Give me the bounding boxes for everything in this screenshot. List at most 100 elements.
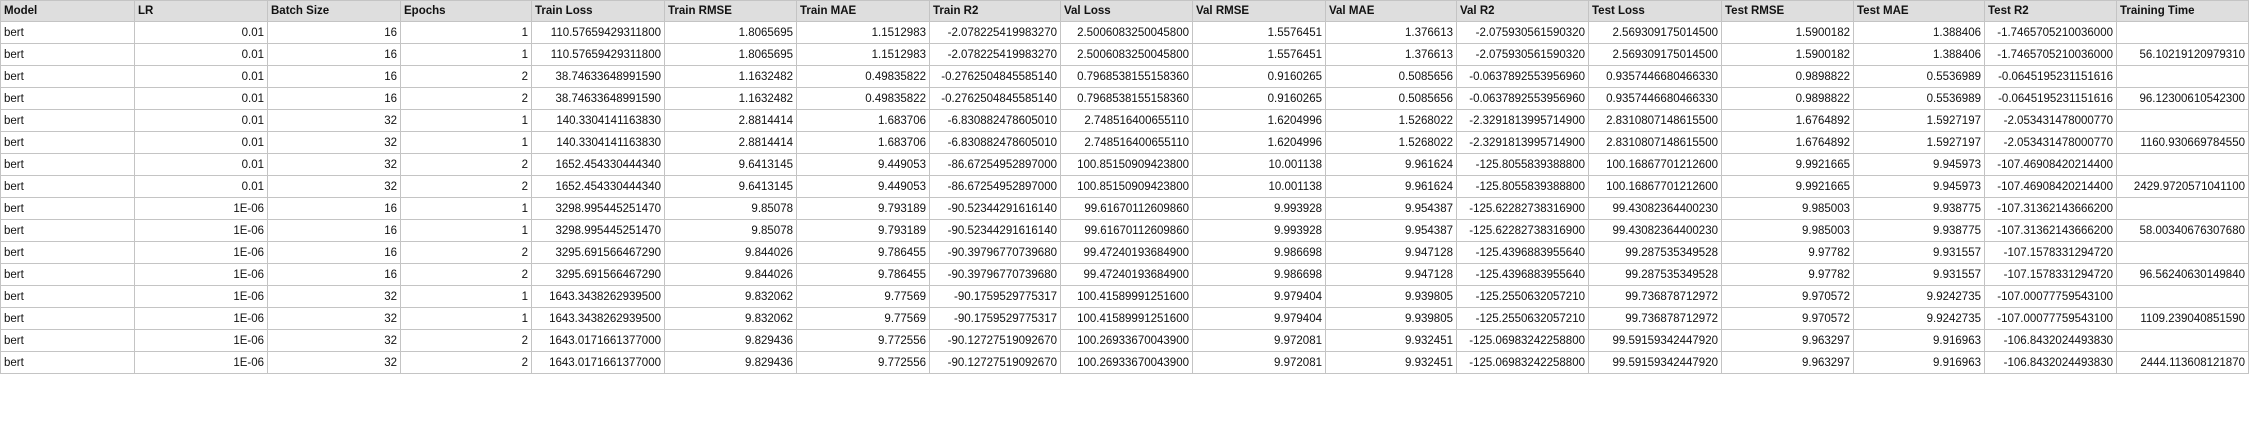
table-cell[interactable]: 1E-06 [134, 285, 268, 308]
table-cell[interactable]: 32 [267, 307, 401, 330]
table-cell[interactable]: 1 [400, 219, 532, 242]
table-cell[interactable]: 3298.995445251470 [531, 219, 665, 242]
table-cell[interactable]: bert [0, 87, 135, 110]
table-cell[interactable]: bert [0, 43, 135, 66]
table-cell[interactable] [2116, 65, 2249, 88]
table-cell[interactable]: -0.0637892553956960 [1456, 87, 1589, 110]
table-cell[interactable]: 2429.9720571041100 [2116, 175, 2249, 198]
table-cell[interactable]: 9.986698 [1192, 263, 1326, 286]
table-cell[interactable]: 2 [400, 87, 532, 110]
column-header[interactable]: Val Loss [1060, 0, 1193, 22]
table-cell[interactable]: 2 [400, 65, 532, 88]
table-cell[interactable]: 100.41589991251600 [1060, 285, 1193, 308]
table-cell[interactable]: 1E-06 [134, 197, 268, 220]
table-cell[interactable]: -86.67254952897000 [929, 175, 1061, 198]
table-cell[interactable]: 0.5536989 [1853, 65, 1985, 88]
table-cell[interactable]: 9.947128 [1325, 241, 1457, 264]
table-cell[interactable]: 1.683706 [796, 109, 930, 132]
table-cell[interactable]: 1109.239040851590 [2116, 307, 2249, 330]
table-cell[interactable]: 99.736878712972 [1588, 285, 1722, 308]
table-cell[interactable]: 100.85150909423800 [1060, 175, 1193, 198]
table-cell[interactable]: 140.3304141163830 [531, 131, 665, 154]
table-cell[interactable]: 9.77569 [796, 307, 930, 330]
table-cell[interactable] [2116, 21, 2249, 44]
table-cell[interactable]: bert [0, 329, 135, 352]
table-cell[interactable]: 9.938775 [1853, 219, 1985, 242]
table-cell[interactable]: 32 [267, 285, 401, 308]
table-cell[interactable]: 1.5576451 [1192, 43, 1326, 66]
table-cell[interactable]: -125.62282738316900 [1456, 219, 1589, 242]
table-cell[interactable]: 100.16867701212600 [1588, 153, 1722, 176]
table-cell[interactable]: 9.97782 [1721, 241, 1854, 264]
table-cell[interactable]: 9.954387 [1325, 219, 1457, 242]
table-cell[interactable]: 96.56240630149840 [2116, 263, 2249, 286]
table-cell[interactable]: 1643.0171661377000 [531, 351, 665, 374]
table-cell[interactable]: -90.1759529775317 [929, 307, 1061, 330]
table-cell[interactable]: 1 [400, 307, 532, 330]
table-cell[interactable]: 140.3304141163830 [531, 109, 665, 132]
table-cell[interactable]: -2.075930561590320 [1456, 21, 1589, 44]
table-cell[interactable]: -125.2550632057210 [1456, 307, 1589, 330]
table-cell[interactable]: 38.74633648991590 [531, 87, 665, 110]
table-cell[interactable]: 1.6204996 [1192, 109, 1326, 132]
table-cell[interactable]: 1.388406 [1853, 21, 1985, 44]
table-cell[interactable]: 99.61670112609860 [1060, 219, 1193, 242]
table-cell[interactable]: 0.5085656 [1325, 87, 1457, 110]
table-cell[interactable]: 9.972081 [1192, 351, 1326, 374]
table-cell[interactable]: 9.85078 [664, 197, 797, 220]
table-cell[interactable]: 3295.691566467290 [531, 241, 665, 264]
table-cell[interactable]: -90.39796770739680 [929, 263, 1061, 286]
table-cell[interactable]: -86.67254952897000 [929, 153, 1061, 176]
table-cell[interactable]: bert [0, 307, 135, 330]
table-cell[interactable]: 1.683706 [796, 131, 930, 154]
table-cell[interactable]: 9.986698 [1192, 241, 1326, 264]
table-cell[interactable]: 9.85078 [664, 219, 797, 242]
table-cell[interactable]: 1643.3438262939500 [531, 285, 665, 308]
table-cell[interactable]: 0.9357446680466330 [1588, 65, 1722, 88]
table-cell[interactable]: 16 [267, 87, 401, 110]
table-cell[interactable]: 99.61670112609860 [1060, 197, 1193, 220]
table-cell[interactable]: 96.12300610542300 [2116, 87, 2249, 110]
table-cell[interactable]: 9.832062 [664, 307, 797, 330]
table-cell[interactable]: 9.9921665 [1721, 175, 1854, 198]
table-cell[interactable]: 99.287535349528 [1588, 263, 1722, 286]
table-cell[interactable] [2116, 109, 2249, 132]
table-cell[interactable]: 9.449053 [796, 153, 930, 176]
table-cell[interactable]: 2 [400, 263, 532, 286]
table-cell[interactable]: 0.01 [134, 131, 268, 154]
table-cell[interactable]: 9.772556 [796, 329, 930, 352]
table-cell[interactable]: 0.01 [134, 87, 268, 110]
table-cell[interactable] [2116, 285, 2249, 308]
column-header[interactable]: Epochs [400, 0, 532, 22]
table-cell[interactable]: 9.979404 [1192, 307, 1326, 330]
table-cell[interactable]: bert [0, 21, 135, 44]
table-cell[interactable]: 1.1512983 [796, 43, 930, 66]
table-cell[interactable]: 99.47240193684900 [1060, 241, 1193, 264]
column-header[interactable]: Train RMSE [664, 0, 797, 22]
table-cell[interactable]: bert [0, 131, 135, 154]
table-cell[interactable]: 1652.454330444340 [531, 153, 665, 176]
table-cell[interactable]: 9.970572 [1721, 307, 1854, 330]
table-cell[interactable]: 3295.691566467290 [531, 263, 665, 286]
table-cell[interactable]: 9.931557 [1853, 241, 1985, 264]
table-cell[interactable]: bert [0, 351, 135, 374]
table-cell[interactable]: 1.1632482 [664, 87, 797, 110]
table-cell[interactable]: -0.0637892553956960 [1456, 65, 1589, 88]
table-cell[interactable]: -90.52344291616140 [929, 197, 1061, 220]
table-cell[interactable]: -2.053431478000770 [1984, 109, 2117, 132]
table-cell[interactable]: 100.85150909423800 [1060, 153, 1193, 176]
table-cell[interactable]: 9.963297 [1721, 329, 1854, 352]
table-cell[interactable]: 2.569309175014500 [1588, 21, 1722, 44]
table-cell[interactable]: -6.830882478605010 [929, 109, 1061, 132]
column-header[interactable]: LR [134, 0, 268, 22]
table-cell[interactable]: 32 [267, 175, 401, 198]
table-cell[interactable]: 0.7968538155158360 [1060, 65, 1193, 88]
table-cell[interactable]: 9.939805 [1325, 285, 1457, 308]
table-cell[interactable]: 2.8814414 [664, 131, 797, 154]
table-cell[interactable]: 9.9242735 [1853, 285, 1985, 308]
table-cell[interactable]: -90.39796770739680 [929, 241, 1061, 264]
table-cell[interactable]: 1E-06 [134, 329, 268, 352]
column-header[interactable]: Val RMSE [1192, 0, 1326, 22]
table-cell[interactable]: 9.985003 [1721, 197, 1854, 220]
column-header[interactable]: Training Time [2116, 0, 2249, 22]
